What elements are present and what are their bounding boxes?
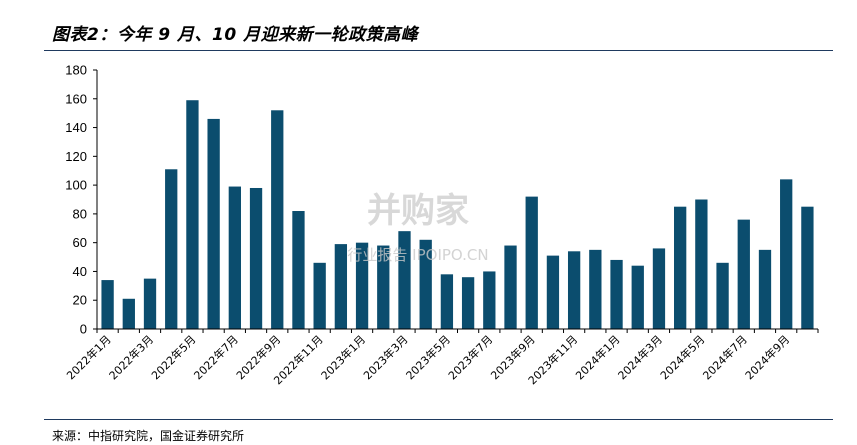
y-tick-label: 80	[73, 206, 87, 221]
bar-2023-12	[589, 249, 602, 329]
source-note: 来源：中指研究院，国金证券研究所	[52, 429, 245, 443]
bar-2024-05	[695, 199, 708, 329]
bar-2024-03	[652, 248, 666, 329]
y-tick-label: 140	[65, 120, 87, 135]
bar-2023-04	[419, 239, 432, 329]
bar-2023-09	[525, 196, 538, 329]
x-tick-label: 2023年1月	[318, 332, 368, 382]
bar-2022-02	[122, 298, 135, 329]
x-tick-label: 2024年5月	[657, 332, 707, 382]
bar-2023-05	[440, 274, 454, 329]
watermark: 并购家 行业报告 IPOIPO.CN	[347, 191, 488, 264]
x-tick-label: 2023年5月	[403, 332, 453, 382]
bar-2024-10	[801, 206, 814, 329]
x-tick-label: 2022年7月	[191, 332, 241, 382]
bar-2024-06	[716, 262, 729, 329]
bar-2022-09	[271, 110, 284, 329]
x-tick-label: 2023年3月	[360, 332, 410, 382]
title-rule	[44, 50, 833, 51]
bar-2022-08	[249, 187, 263, 329]
bar-2022-07	[228, 186, 241, 329]
y-tick-label: 0	[80, 322, 87, 337]
bar-2023-11	[567, 251, 581, 329]
y-tick-label: 60	[73, 235, 87, 250]
bar-2022-01	[101, 280, 114, 329]
bar-2024-08	[758, 249, 772, 329]
y-tick-label: 40	[73, 264, 87, 279]
y-tick-label: 20	[73, 293, 87, 308]
bar-2024-01	[610, 259, 623, 329]
x-tick-label: 2023年7月	[445, 332, 495, 382]
bar-2024-07	[737, 219, 750, 329]
x-tick-label: 2022年3月	[106, 332, 156, 382]
bar-2023-01	[355, 242, 369, 329]
bar-2022-11	[313, 262, 326, 329]
watermark-brand: 并购家	[367, 191, 469, 231]
bar-2022-03	[143, 278, 157, 329]
bar-2022-05	[186, 100, 199, 329]
bar-series	[101, 100, 814, 329]
y-tick-label: 160	[65, 91, 87, 106]
bar-2022-10	[292, 211, 305, 329]
bar-2022-12	[334, 244, 348, 329]
bar-2023-06	[461, 277, 475, 329]
bar-2023-08	[504, 245, 517, 329]
x-tick-label: 2024年3月	[615, 332, 665, 382]
bar-2023-07	[483, 271, 496, 329]
bar-2024-09	[780, 179, 793, 329]
bar-2024-04	[674, 206, 687, 329]
bar-2023-03	[398, 231, 411, 329]
x-tick-label: 2024年1月	[572, 332, 622, 382]
x-axis: 2022年1月2022年3月2022年5月2022年7月2022年9月2022年…	[64, 328, 819, 387]
y-tick-label: 120	[65, 149, 87, 164]
x-tick-label: 2022年5月	[148, 332, 198, 382]
footer-rule	[44, 419, 833, 420]
x-tick-label: 2024年7月	[700, 332, 750, 382]
bar-2023-02	[377, 245, 390, 329]
y-axis: 0 20 40 60 80 100 120 140 160 180	[65, 63, 98, 337]
figure-title: 图表2：今年 9 月、10 月迎来新一轮政策高峰	[52, 25, 419, 45]
x-tick-label: 2024年9月	[742, 332, 792, 382]
bar-2022-06	[207, 118, 220, 329]
y-tick-label: 180	[65, 63, 87, 78]
x-tick-label: 2022年1月	[64, 332, 114, 382]
y-tick-label: 100	[65, 178, 87, 193]
bar-2023-10	[546, 255, 560, 329]
bar-2022-04	[165, 169, 178, 329]
watermark-sub: 行业报告 IPOIPO.CN	[347, 246, 488, 264]
bar-2024-02	[631, 265, 644, 329]
